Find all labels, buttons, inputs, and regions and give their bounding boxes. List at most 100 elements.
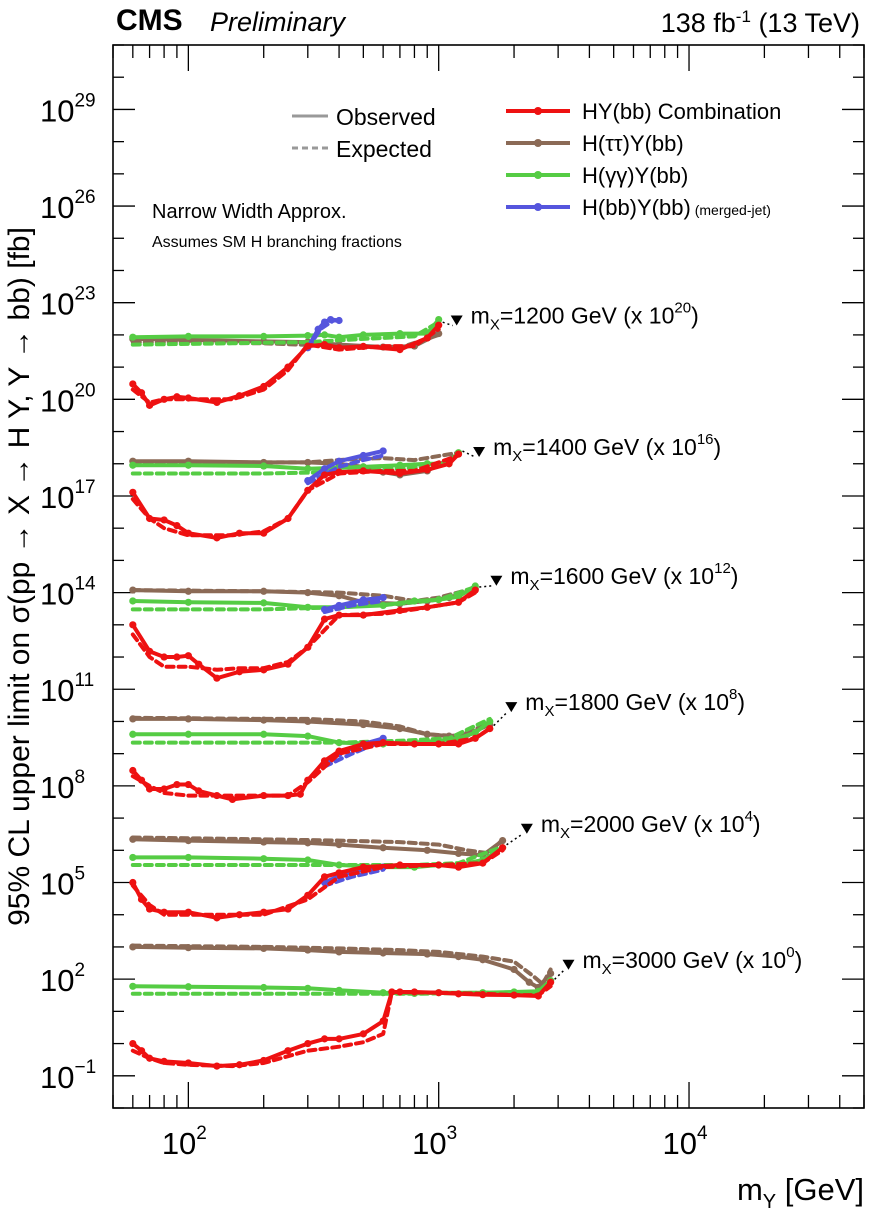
gammagamma-observed-line-point [396, 461, 404, 469]
combination-observed-line-point [471, 734, 479, 742]
combination-observed-line-point [454, 598, 463, 606]
combination-observed-line-point [160, 653, 168, 661]
x-tick-base: 10 [412, 1126, 446, 1161]
combination-observed-line-point [454, 863, 463, 871]
group-label-m: m [510, 563, 529, 589]
tautau-observed-line-point [260, 716, 268, 724]
y-tick-label: 1029 [40, 90, 96, 128]
combination-observed-line-point [235, 529, 244, 537]
combination-observed-line-point [137, 389, 146, 397]
legend-swatch-marker [534, 203, 542, 211]
group-label-sub: X [530, 577, 540, 594]
combination-observed-line-point [510, 991, 518, 999]
combination-observed-line-point [129, 878, 137, 887]
bb_merged-observed-line-point [359, 596, 367, 604]
group-label-text: =3000 GeV (x 10 [612, 947, 787, 973]
gammagamma-observed-line-point [471, 729, 479, 737]
bb_merged-observed-line-point [320, 465, 329, 473]
combination-observed-line-point [160, 785, 168, 793]
group-label: mX=2000 GeV (x 104) [541, 808, 761, 842]
group-pointer-line [479, 585, 493, 588]
combination-observed-line-point [129, 1039, 137, 1048]
group-label-sub: X [560, 825, 570, 842]
combination-observed-line-point [547, 978, 555, 986]
gammagamma-observed-line-point [129, 597, 137, 605]
gammagamma-observed-line-point [396, 329, 404, 338]
y-tick-base: 10 [40, 93, 74, 128]
lumi-exponent: -1 [735, 7, 751, 26]
group-label-text: =1400 GeV (x 10 [522, 434, 697, 460]
bb_merged-observed-line-point [359, 451, 367, 460]
group-label: mX=1400 GeV (x 1016) [493, 431, 721, 465]
combination-observed-line-point [396, 469, 404, 478]
bb_merged-observed-line-point [314, 325, 322, 333]
y-tick-label: 1023 [40, 284, 96, 322]
tautau-observed-line-point [129, 715, 137, 723]
combination-observed-line-point [388, 988, 396, 996]
group-pointer-line [462, 450, 476, 458]
combination-observed-line-point [359, 863, 367, 871]
y-tick-label: 1014 [40, 574, 96, 612]
gammagamma-observed-line-point [320, 331, 329, 339]
group-pointer-marker [562, 959, 575, 970]
legend-label-note: (merged-jet) [691, 202, 771, 218]
tautau-observed-line-point [260, 838, 268, 846]
gammagamma-observed-line-point [304, 603, 312, 611]
gammagamma-observed-line-point [184, 332, 192, 340]
combination-observed-line-point [359, 342, 367, 350]
combination-observed-line [130, 726, 492, 802]
combination-observed-line-point [260, 791, 268, 800]
note-branching: Assumes SM H branching fractions [152, 234, 402, 251]
combination-observed-line-point [335, 611, 343, 619]
y-tick-base: 10 [40, 770, 74, 805]
group-label-text: =1800 GeV (x 10 [554, 689, 729, 715]
group-label-m: m [541, 811, 560, 837]
note-approximation: Narrow Width Approx. [152, 201, 347, 223]
combination-observed-line-point [195, 787, 203, 795]
gammagamma-observed-line-point [379, 989, 387, 997]
bb_merged-observed-line-point [326, 315, 335, 324]
bb_merged-observed-line-point [304, 477, 312, 485]
combination-observed-line-point [160, 1057, 168, 1065]
combination-observed-line-point [137, 776, 146, 784]
tautau-observed-line-point [335, 948, 343, 956]
tautau-observed-line-point [304, 946, 312, 954]
tautau-observed-line-point [510, 965, 518, 974]
combination-observed-line-point [335, 344, 343, 352]
combination-observed-line-point [260, 1056, 268, 1065]
x-tick-exponent: 4 [697, 1123, 708, 1144]
combination-observed-line-point [260, 908, 268, 916]
group-label-exponent: 8 [729, 686, 737, 703]
y-tick-label: 1017 [40, 477, 96, 515]
gammagamma-observed-line-point [304, 984, 312, 992]
gammagamma-observed-line-point [335, 986, 343, 994]
tautau-observed-line-point [379, 949, 387, 957]
legend-label: H(ττ)Y(bb) [582, 131, 684, 156]
group-label-close: ) [731, 563, 739, 589]
y-tick-label: 108 [40, 767, 85, 805]
gammagamma-observed-line-point [410, 597, 419, 605]
bb_merged-observed-line-point [335, 457, 343, 465]
combination-observed-line-point [435, 740, 443, 748]
legend-label: H(γγ)Y(bb) [582, 163, 688, 188]
tautau-observed-line-point [396, 725, 404, 733]
tautau-observed-line-point [129, 835, 137, 843]
gammagamma-observed-line-point [435, 315, 443, 324]
group-label-sub: X [544, 703, 554, 720]
group-label-sub: X [602, 961, 612, 978]
combination-observed-line-point [423, 603, 431, 611]
tautau-observed-line-point [454, 849, 463, 858]
combination-observed-line-point [359, 740, 367, 748]
combination-observed-line-point [184, 529, 192, 537]
gammagamma-observed-line-point [304, 332, 312, 340]
combination-observed-line-point [173, 780, 181, 789]
tautau-observed-line-point [335, 841, 343, 849]
combination-observed-line-point [304, 643, 312, 651]
y-tick-exponent: 8 [74, 767, 85, 788]
legend-swatch-marker [534, 139, 542, 147]
group-pointer-line [554, 969, 566, 980]
y-tick-exponent: 5 [74, 864, 85, 885]
combination-observed-line-point [184, 652, 192, 660]
combination-observed-line-point [213, 534, 221, 542]
combination-observed-line-point [213, 398, 221, 407]
